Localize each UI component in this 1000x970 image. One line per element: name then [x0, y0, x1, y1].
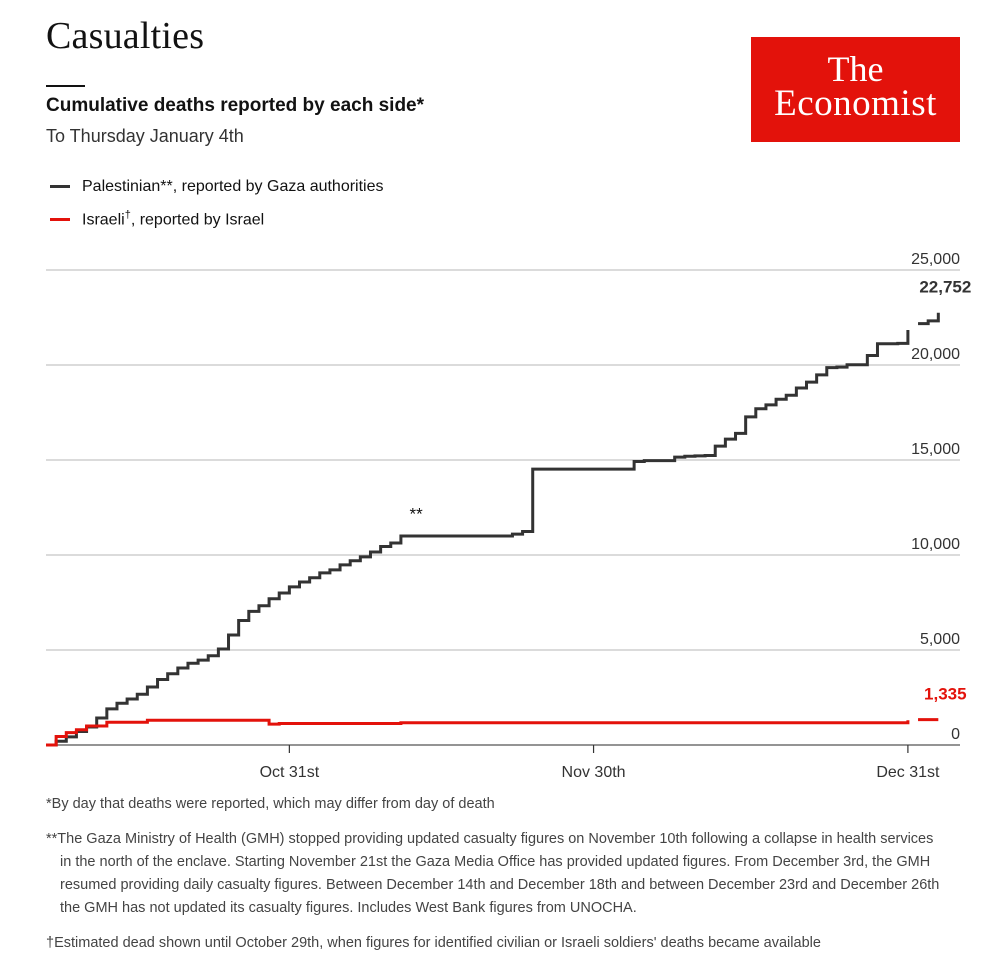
title-rule — [46, 85, 85, 87]
legend-item-israeli: Israeli†, reported by Israel — [50, 203, 384, 236]
legend-swatch-israeli — [50, 218, 70, 221]
chart-subtitle: Cumulative deaths reported by each side* — [46, 95, 425, 116]
legend-label-israeli: Israeli†, reported by Israel — [82, 209, 265, 229]
legend-label-palestinian: Palestinian**, reported by Gaza authorit… — [82, 177, 384, 195]
footnote-1: *By day that deaths were reported, which… — [46, 796, 495, 812]
y-tick-label: 0 — [951, 726, 960, 743]
gap-annotation-marker: ** — [409, 504, 423, 523]
economist-logo: The Economist — [751, 37, 960, 142]
x-tick-label: Oct 31st — [260, 764, 320, 781]
legend-item-palestinian: Palestinian**, reported by Gaza authorit… — [50, 170, 384, 203]
palestinian-series-line — [46, 330, 910, 747]
legend-swatch-palestinian — [50, 185, 70, 188]
y-tick-label: 10,000 — [911, 536, 960, 553]
line-chart: 0 5,000 10,000 15,000 20,000 25,000 Oct 31st No… — [46, 251, 971, 781]
dagger-mark: † — [124, 209, 131, 222]
israeli-series-line — [46, 718, 910, 747]
x-tick-label: Dec 31st — [876, 764, 940, 781]
chart-dek: To Thursday January 4th — [46, 126, 244, 146]
y-tick-label: 20,000 — [911, 346, 960, 363]
footnote-2: **The Gaza Ministry of Health (GMH) stop… — [46, 831, 940, 916]
palestinian-series-line — [918, 312, 940, 326]
logo-line-2: Economist — [774, 83, 937, 124]
footnote-3: †Estimated dead shown until October 29th… — [46, 935, 821, 951]
logo-line-1: The — [827, 49, 884, 89]
footnotes: *By day that deaths were reported, which… — [46, 793, 946, 967]
y-tick-label: 15,000 — [911, 441, 960, 458]
x-tick-label: Nov 30th — [562, 764, 626, 781]
chart-title: Casualties — [46, 15, 205, 57]
palestinian-end-label: 22,752 — [919, 278, 971, 297]
y-tick-label: 25,000 — [911, 251, 960, 268]
chart-legend: Palestinian**, reported by Gaza authorit… — [50, 170, 384, 236]
y-tick-label: 5,000 — [920, 631, 960, 648]
israeli-end-label: 1,335 — [924, 685, 967, 704]
